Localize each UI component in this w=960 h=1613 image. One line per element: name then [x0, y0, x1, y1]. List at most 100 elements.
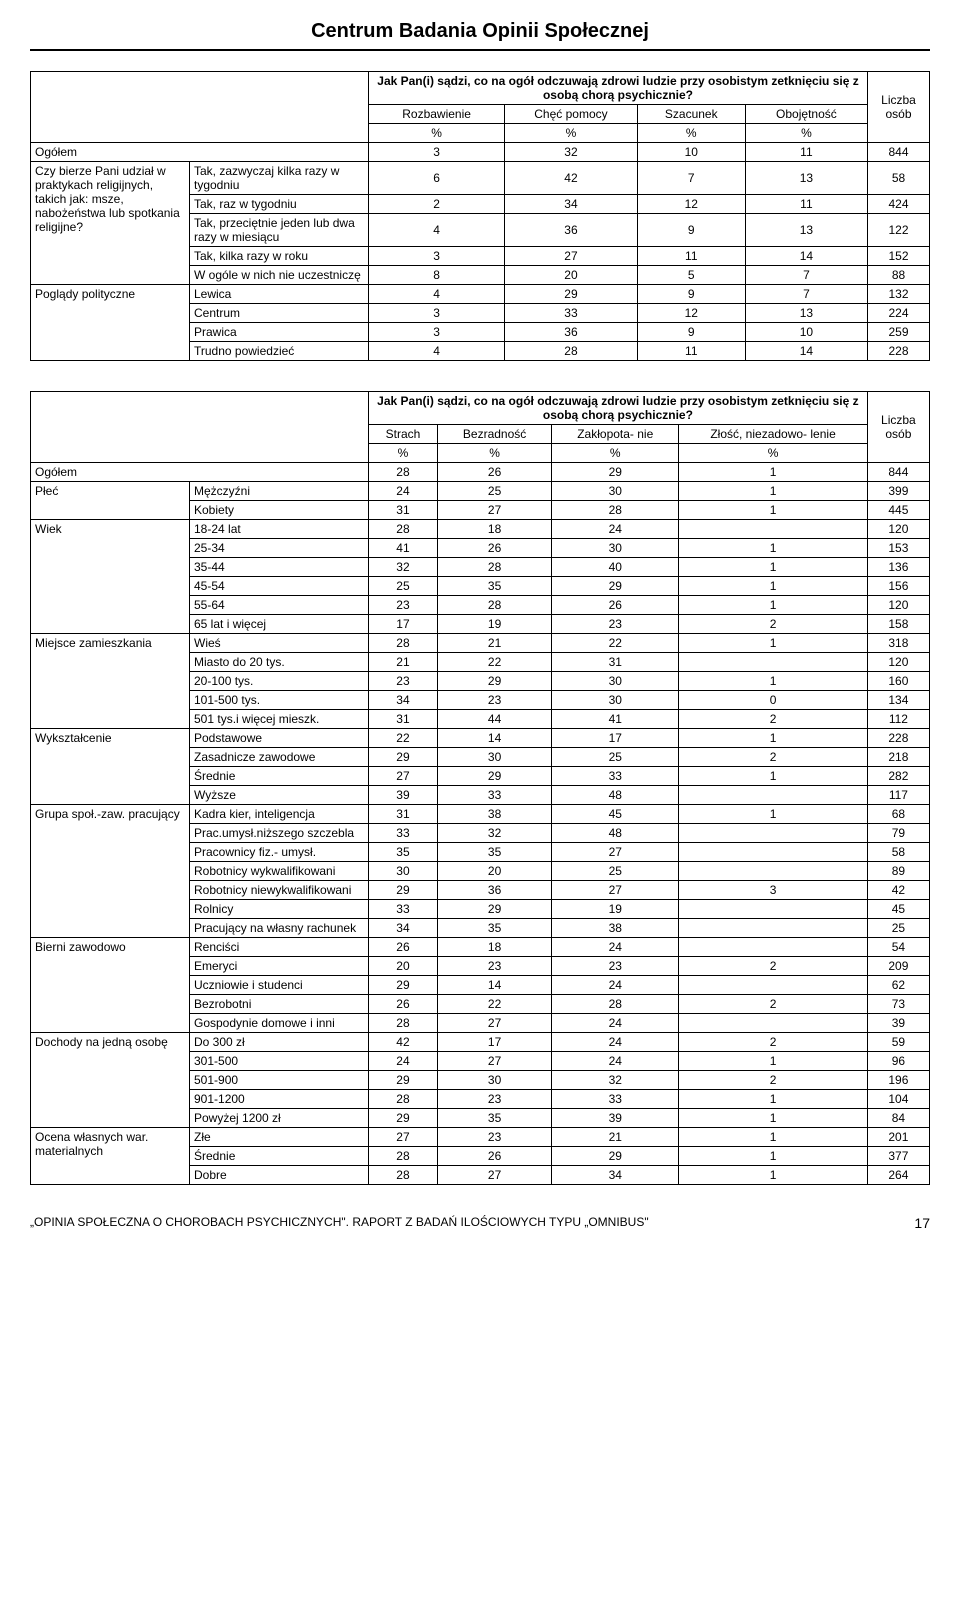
cell: 224	[867, 304, 929, 323]
cell	[679, 786, 868, 805]
cell: 24	[369, 482, 438, 501]
row-label: Tak, kilka razy w roku	[190, 247, 369, 266]
cell: 36	[437, 881, 551, 900]
cell: 27	[437, 1052, 551, 1071]
cell: 28	[369, 1147, 438, 1166]
cell: 13	[745, 304, 867, 323]
cell: 23	[437, 691, 551, 710]
cell	[679, 520, 868, 539]
cell: 32	[552, 1071, 679, 1090]
cell: 1	[679, 1128, 868, 1147]
col-strach: Strach	[369, 425, 438, 444]
blank-header	[31, 72, 369, 143]
cell: 28	[369, 1166, 438, 1185]
cell: 28	[369, 1014, 438, 1033]
cell	[679, 1014, 868, 1033]
cell: 36	[505, 214, 638, 247]
cell: 21	[552, 1128, 679, 1147]
cell: 27	[437, 1166, 551, 1185]
cell: 31	[369, 805, 438, 824]
cell: 25	[437, 482, 551, 501]
row-label: Tak, zazwyczaj kilka razy w tygodniu	[190, 162, 369, 195]
cell: 4	[369, 342, 505, 361]
cell: 27	[552, 843, 679, 862]
cell: 28	[437, 558, 551, 577]
cell: 209	[867, 957, 929, 976]
cell: 259	[867, 323, 929, 342]
cell: 33	[437, 786, 551, 805]
cell: 2	[369, 195, 505, 214]
cell: 7	[637, 162, 745, 195]
cell: 24	[552, 976, 679, 995]
row-label: 901-1200	[190, 1090, 369, 1109]
cell: 34	[369, 919, 438, 938]
cell: 44	[437, 710, 551, 729]
cell	[679, 919, 868, 938]
cell: 104	[867, 1090, 929, 1109]
cell: 32	[437, 824, 551, 843]
row-label: Rolnicy	[190, 900, 369, 919]
row-label: Centrum	[190, 304, 369, 323]
cell: 14	[745, 247, 867, 266]
pct: %	[637, 124, 745, 143]
row-label: Miasto do 20 tys.	[190, 653, 369, 672]
cell: 35	[437, 843, 551, 862]
cell: 134	[867, 691, 929, 710]
cell	[679, 824, 868, 843]
cell: 26	[437, 539, 551, 558]
group-label: Bierni zawodowo	[31, 938, 190, 1033]
cell: 844	[867, 143, 929, 162]
cell: 21	[369, 653, 438, 672]
cell: 42	[867, 881, 929, 900]
cell: 22	[437, 995, 551, 1014]
cell: 36	[505, 323, 638, 342]
cell: 1	[679, 501, 868, 520]
pct: %	[369, 124, 505, 143]
cell: 27	[437, 501, 551, 520]
cell: 9	[637, 323, 745, 342]
cell: 25	[369, 577, 438, 596]
cell: 30	[552, 672, 679, 691]
group-label: Ocena własnych war. materialnych	[31, 1128, 190, 1185]
row-label: Złe	[190, 1128, 369, 1147]
cell: 120	[867, 520, 929, 539]
row-label: 501 tys.i więcej mieszk.	[190, 710, 369, 729]
cell: 10	[745, 323, 867, 342]
cell: 29	[369, 1109, 438, 1128]
cell: 45	[867, 900, 929, 919]
cell: 29	[437, 900, 551, 919]
cell: 9	[637, 214, 745, 247]
row-label: 18-24 lat	[190, 520, 369, 539]
row-label: Uczniowie i studenci	[190, 976, 369, 995]
cell: 218	[867, 748, 929, 767]
row-label: 45-54	[190, 577, 369, 596]
cell: 26	[437, 463, 551, 482]
cell: 84	[867, 1109, 929, 1128]
cell	[679, 653, 868, 672]
row-label: Prawica	[190, 323, 369, 342]
row-label: Prac.umysł.niższego szczebla	[190, 824, 369, 843]
cell: 445	[867, 501, 929, 520]
cell: 20	[369, 957, 438, 976]
cell: 27	[369, 767, 438, 786]
col-obojetnosc: Obojętność	[745, 105, 867, 124]
cell: 34	[505, 195, 638, 214]
table-1: Jak Pan(i) sądzi, co na ogół odczuwają z…	[30, 71, 930, 361]
cell: 122	[867, 214, 929, 247]
cell: 88	[867, 266, 929, 285]
cell: 158	[867, 615, 929, 634]
cell: 13	[745, 214, 867, 247]
cell: 18	[437, 520, 551, 539]
cell: 1	[679, 1052, 868, 1071]
cell: 3	[369, 143, 505, 162]
cell: 29	[369, 976, 438, 995]
row-label: Wieś	[190, 634, 369, 653]
cell: 45	[552, 805, 679, 824]
cell: 13	[745, 162, 867, 195]
cell: 32	[505, 143, 638, 162]
cell: 318	[867, 634, 929, 653]
cell: 29	[437, 672, 551, 691]
row-label: Renciści	[190, 938, 369, 957]
row-label: 501-900	[190, 1071, 369, 1090]
row-label: Do 300 zł	[190, 1033, 369, 1052]
